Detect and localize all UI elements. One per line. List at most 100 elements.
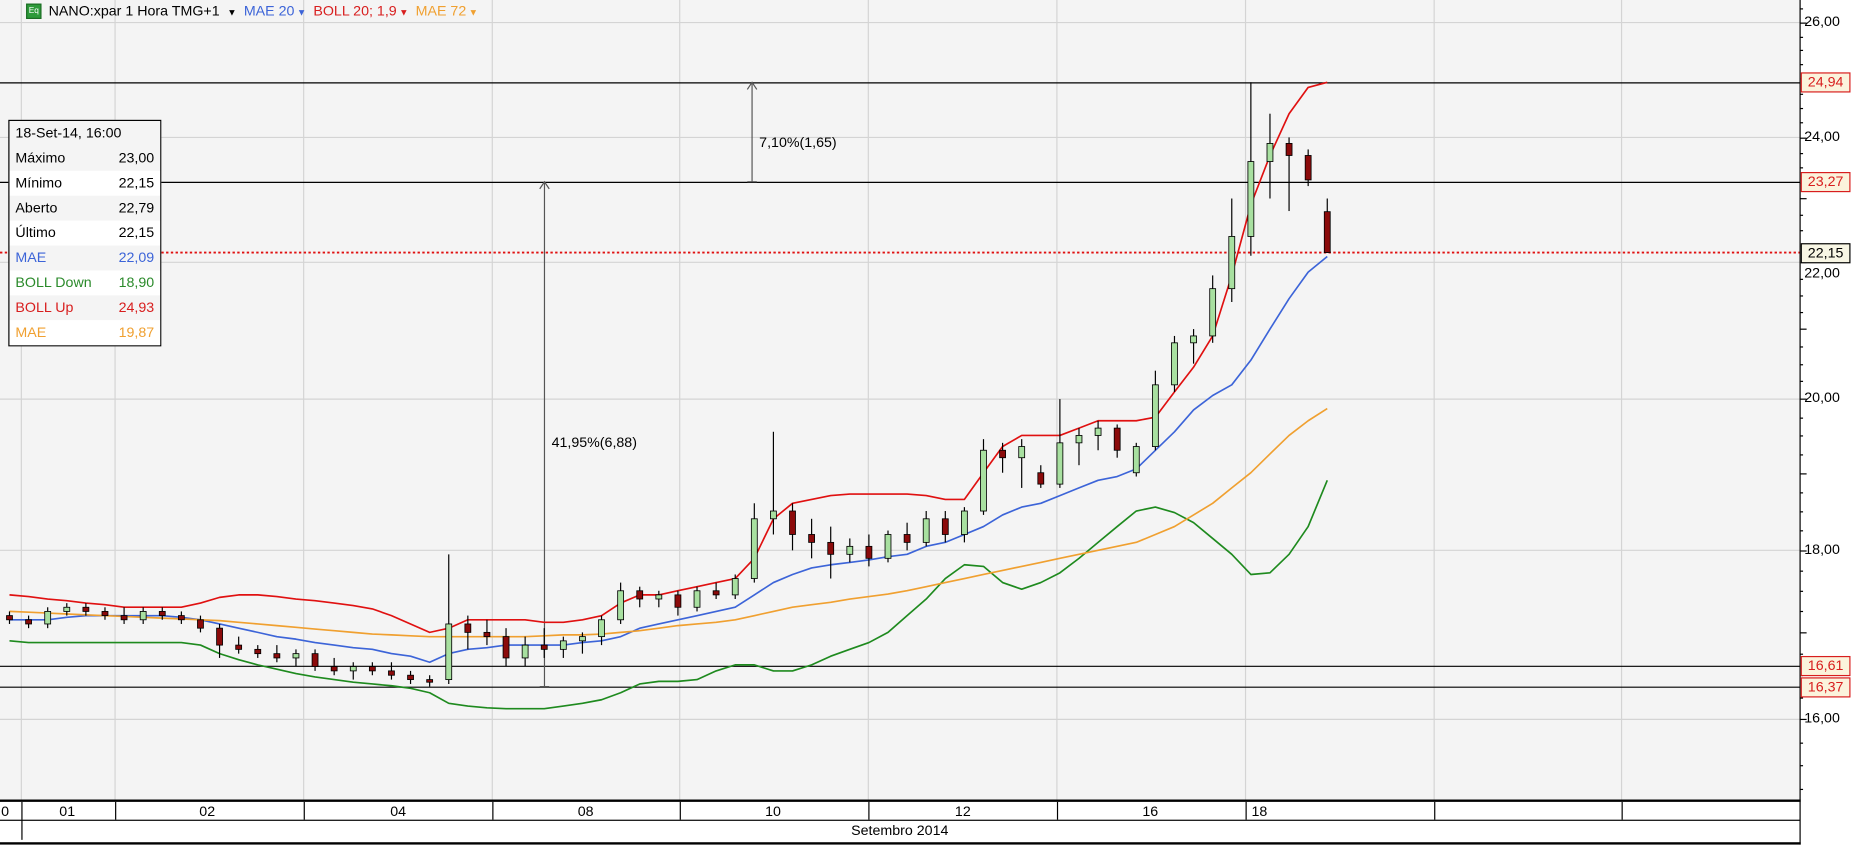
candle-body-down bbox=[273, 653, 281, 659]
price-tick-label: 20,00 bbox=[1804, 389, 1840, 407]
row-value: 22,15 bbox=[118, 174, 155, 191]
candle bbox=[101, 607, 109, 620]
row-value: 23,00 bbox=[118, 149, 155, 167]
date-separator bbox=[868, 801, 870, 820]
plot-area[interactable]: 7,10%(1,65) 41,95%(6,88) bbox=[0, 0, 1801, 800]
price-tick bbox=[1799, 295, 1804, 297]
row-label: Último bbox=[15, 224, 56, 241]
chevron-down-icon[interactable]: ▼ bbox=[468, 7, 479, 18]
candle bbox=[1285, 137, 1293, 212]
time-axis[interactable]: Setembro 2014 0 01 02 04 08 10 12 16 18 bbox=[0, 799, 1801, 845]
candle bbox=[980, 439, 987, 515]
candle-body-down bbox=[941, 518, 949, 535]
candle-body-up bbox=[521, 644, 529, 659]
price-tick bbox=[1799, 550, 1807, 552]
candle bbox=[808, 518, 815, 559]
candle-body-down bbox=[254, 648, 262, 655]
data-window-row: BOLL Up 24,93 bbox=[9, 295, 161, 321]
indicator-label: MAE 72 bbox=[415, 2, 467, 19]
candle-body-down bbox=[235, 644, 243, 650]
data-window-row: Máximo 23,00 bbox=[9, 145, 161, 171]
price-tick bbox=[1799, 50, 1804, 52]
measure-label: 7,10%(1,65) bbox=[759, 135, 836, 151]
date-separator bbox=[1245, 801, 1247, 820]
price-tick bbox=[1799, 590, 1804, 592]
row-label: Mínimo bbox=[15, 174, 63, 191]
indicator-boll[interactable]: BOLL 20; 1,9 ▼ bbox=[313, 2, 408, 19]
candle bbox=[999, 442, 1006, 473]
price-tick bbox=[1799, 230, 1804, 232]
arrow-up-icon bbox=[539, 180, 550, 190]
price-tick bbox=[1799, 719, 1807, 721]
price-tick-label: 16,00 bbox=[1804, 709, 1840, 727]
indicator-label: BOLL 20; 1,9 bbox=[313, 2, 397, 19]
price-tick bbox=[1799, 381, 1804, 383]
candle-body-down bbox=[999, 449, 1006, 459]
price-tick bbox=[1799, 399, 1807, 401]
candle bbox=[177, 611, 185, 624]
chevron-down-icon[interactable]: ▼ bbox=[399, 7, 409, 18]
price-tick bbox=[1799, 788, 1804, 790]
date-tick-label: 04 bbox=[390, 803, 407, 820]
candle-body-down bbox=[388, 670, 395, 676]
price-tick bbox=[1799, 511, 1804, 513]
data-window-row: BOLL Down 18,90 bbox=[9, 270, 161, 296]
axis-divider bbox=[0, 819, 1800, 821]
arrow-up-icon bbox=[746, 81, 758, 90]
candle bbox=[884, 530, 892, 563]
candle bbox=[216, 623, 223, 658]
row-value: 22,09 bbox=[118, 249, 155, 266]
candle bbox=[1266, 113, 1274, 199]
candle-body-down bbox=[25, 619, 32, 625]
candle-body-down bbox=[158, 611, 166, 617]
candle-body-down bbox=[101, 611, 109, 617]
chevron-down-icon[interactable]: ▼ bbox=[296, 7, 307, 18]
date-separator bbox=[1056, 801, 1059, 820]
row-value: 18,90 bbox=[118, 274, 155, 291]
price-tick bbox=[1799, 491, 1804, 493]
candle bbox=[368, 662, 376, 676]
row-label: BOLL Up bbox=[15, 298, 74, 316]
candle bbox=[1037, 465, 1045, 488]
date-tick-label: 12 bbox=[954, 803, 971, 820]
candle-body-up bbox=[139, 611, 147, 621]
date-tick-label: 01 bbox=[59, 803, 76, 820]
candle-body-down bbox=[827, 541, 835, 555]
symbol-selector[interactable]: NANO:xpar 1 Hora TMG+1 ▼ bbox=[49, 2, 237, 19]
candle bbox=[292, 649, 300, 667]
candle-body-down bbox=[865, 545, 873, 559]
candle-body-down bbox=[177, 615, 185, 621]
candle bbox=[235, 636, 243, 654]
candle-body-up bbox=[1075, 435, 1083, 444]
candle bbox=[789, 503, 796, 551]
price-tick bbox=[1799, 198, 1807, 200]
price-tick bbox=[1799, 472, 1807, 474]
price-tick bbox=[1799, 417, 1804, 419]
candle bbox=[865, 534, 873, 567]
candle-body-up bbox=[617, 590, 625, 621]
price-tick bbox=[1799, 570, 1804, 572]
candle bbox=[674, 590, 682, 616]
candle-body-down bbox=[789, 510, 796, 535]
date-tick-label: 10 bbox=[765, 803, 781, 820]
symbol-label: NANO:xpar 1 Hora TMG+1 bbox=[48, 2, 220, 19]
candle-body-down bbox=[216, 627, 223, 646]
date-separator bbox=[1621, 801, 1623, 820]
candle-body-down bbox=[311, 653, 319, 667]
candle-body-down bbox=[6, 615, 13, 621]
indicator-mae20[interactable]: MAE 20 ▼ bbox=[244, 2, 306, 19]
data-window-row: Mínimo 22,15 bbox=[9, 170, 161, 196]
candle bbox=[1190, 329, 1197, 364]
data-window-title: 18-Set-14, 16:00 bbox=[9, 120, 161, 146]
price-tick bbox=[1799, 363, 1804, 365]
candle-body-up bbox=[1247, 161, 1255, 237]
candle bbox=[445, 554, 453, 684]
candle-body-up bbox=[63, 606, 71, 612]
candle bbox=[1018, 439, 1026, 488]
chevron-down-icon[interactable]: ▼ bbox=[222, 7, 237, 18]
candle-body-down bbox=[540, 644, 548, 650]
date-tick-label: 08 bbox=[577, 803, 594, 820]
date-separator bbox=[21, 801, 23, 820]
indicator-mae72[interactable]: MAE 72 ▼ bbox=[416, 2, 478, 19]
candle-body-up bbox=[1228, 236, 1236, 290]
